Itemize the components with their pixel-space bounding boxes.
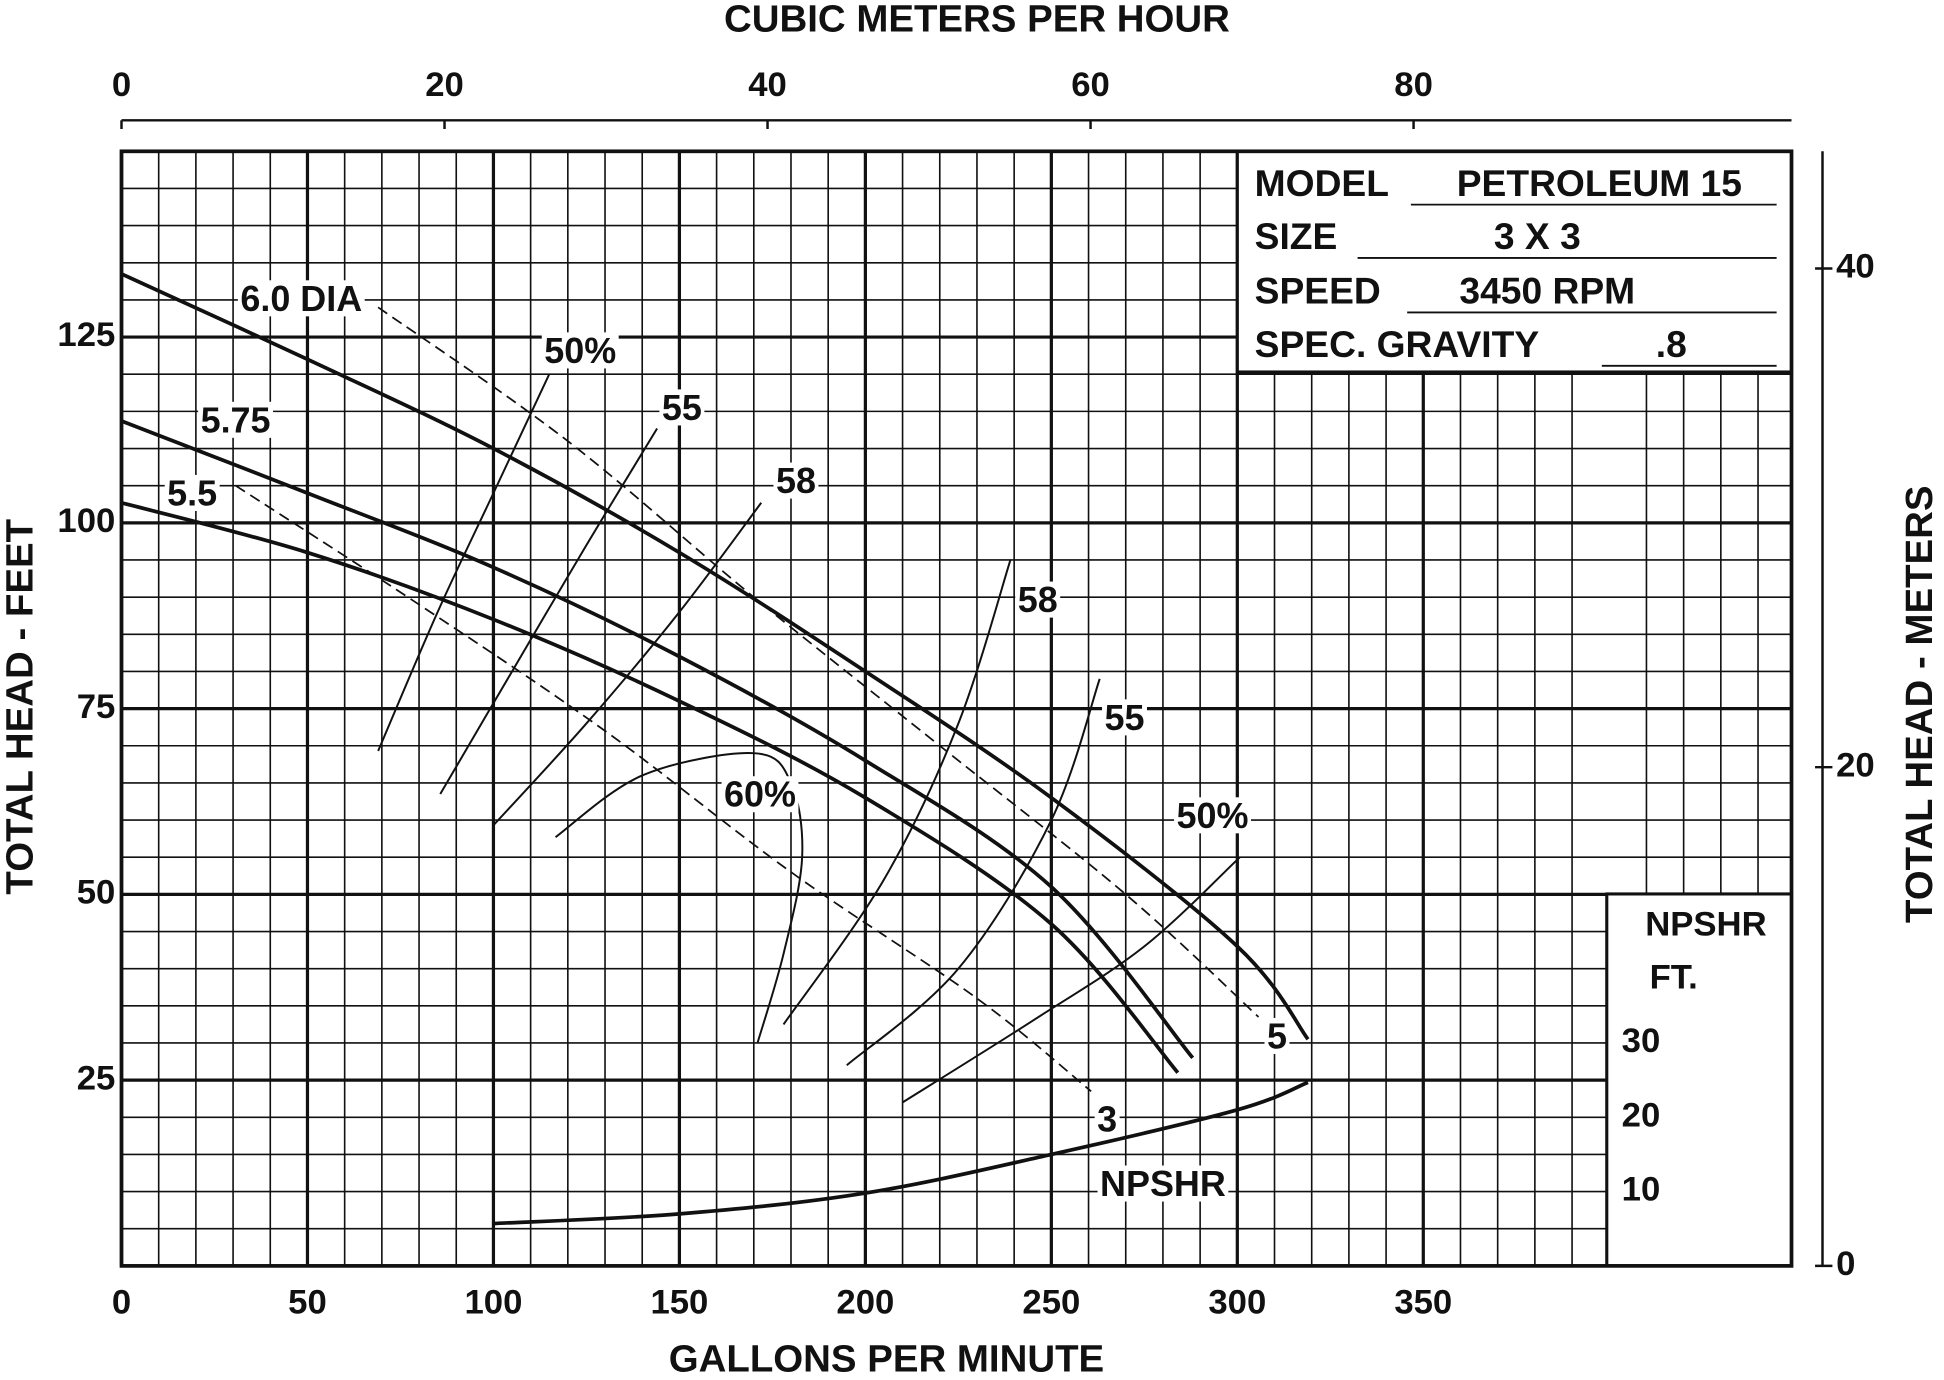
curve-label: 60% bbox=[724, 774, 796, 815]
efficiency-curve bbox=[377, 373, 551, 752]
curve-label: 58 bbox=[1018, 579, 1058, 620]
y2-tick-label: 0 bbox=[1836, 1245, 1855, 1283]
info-value: .8 bbox=[1656, 323, 1687, 365]
y-title: TOTAL HEAD - FEET bbox=[0, 518, 41, 894]
head-curve bbox=[120, 272, 1310, 1041]
info-label: SPEED bbox=[1255, 270, 1381, 312]
curves bbox=[120, 272, 1310, 1226]
x-tick-label: 50 bbox=[288, 1283, 327, 1321]
info-label: MODEL bbox=[1255, 162, 1389, 204]
label-backdrop bbox=[237, 280, 365, 317]
x-tick-label: 300 bbox=[1208, 1283, 1266, 1321]
head-curve bbox=[120, 419, 1195, 1060]
efficiency-curve bbox=[492, 502, 763, 826]
curve-label: 3 bbox=[1097, 1099, 1117, 1140]
npshr-curve bbox=[493, 1080, 1309, 1226]
efficiency-curve bbox=[782, 559, 1012, 1025]
label-backdrop bbox=[721, 776, 799, 813]
labels: 6.0 DIA 5.75 5.5 50% 55 58 60% 58 55 50% 5 3 NPSHR bbox=[164, 278, 1290, 1204]
npshr-box bbox=[1605, 892, 1794, 1268]
x2-tick-label: 20 bbox=[425, 66, 464, 104]
y-tick-label: 25 bbox=[77, 1059, 116, 1097]
x2-tick-label: 0 bbox=[112, 66, 131, 104]
label-backdrop bbox=[198, 401, 274, 438]
x-tick-label: 200 bbox=[836, 1283, 894, 1321]
hp-curve bbox=[235, 484, 1092, 1092]
label-backdrop bbox=[773, 462, 819, 499]
y-tick-label: 75 bbox=[77, 688, 116, 726]
y-tick-label: 100 bbox=[57, 502, 115, 540]
npshr-tick-label: 10 bbox=[1622, 1171, 1661, 1209]
y2-tick-label: 20 bbox=[1836, 746, 1875, 784]
curve-label: NPSHR bbox=[1100, 1163, 1226, 1204]
curve-label: 50% bbox=[1177, 795, 1249, 836]
x2-tick-label: 40 bbox=[748, 66, 787, 104]
y2-title: TOTAL HEAD - METERS bbox=[1898, 485, 1941, 923]
x2-tick-label: 80 bbox=[1394, 66, 1433, 104]
plot-border bbox=[119, 149, 1794, 1268]
y-tick-label: 50 bbox=[77, 874, 116, 912]
hp-curve bbox=[377, 306, 1260, 1018]
y-tick-label: 125 bbox=[57, 316, 115, 354]
label-backdrop bbox=[659, 389, 705, 426]
curve-label: 58 bbox=[776, 460, 816, 501]
label-backdrop bbox=[1094, 1101, 1120, 1138]
info-value: PETROLEUM 15 bbox=[1457, 162, 1742, 204]
curve-label: 55 bbox=[662, 387, 702, 428]
curve-label: 55 bbox=[1105, 697, 1145, 738]
x-tick-label: 100 bbox=[464, 1283, 522, 1321]
head-curve bbox=[121, 500, 1180, 1074]
x-tick-label: 250 bbox=[1022, 1283, 1080, 1321]
curve-label: 50% bbox=[544, 330, 616, 371]
x2-tick-label: 60 bbox=[1071, 66, 1110, 104]
efficiency-curve bbox=[902, 856, 1241, 1104]
info-label: SIZE bbox=[1255, 215, 1338, 257]
npshr-tick-label: 20 bbox=[1622, 1096, 1661, 1134]
y2-tick-label: 40 bbox=[1836, 248, 1875, 286]
npshr-title: NPSHR bbox=[1645, 905, 1766, 943]
label-backdrop bbox=[1015, 581, 1061, 618]
curve-label: 6.0 DIA bbox=[240, 278, 362, 319]
efficiency-curve bbox=[439, 427, 658, 795]
npshr-unit: FT. bbox=[1650, 959, 1698, 997]
info-value: 3 X 3 bbox=[1494, 215, 1581, 257]
efficiency-curve bbox=[846, 678, 1101, 1067]
curve-label: 5 bbox=[1267, 1016, 1287, 1057]
npshr-tick-label: 30 bbox=[1622, 1022, 1661, 1060]
label-backdrop bbox=[1264, 1017, 1290, 1055]
info-value: 3450 RPM bbox=[1459, 270, 1635, 312]
x-tick-label: 0 bbox=[112, 1283, 131, 1321]
curve-label: 5.5 bbox=[167, 472, 217, 513]
label-backdrop bbox=[541, 332, 619, 369]
info-label: SPEC. GRAVITY bbox=[1255, 323, 1540, 365]
x2-title: CUBIC METERS PER HOUR bbox=[724, 0, 1230, 40]
x-tick-label: 350 bbox=[1394, 1283, 1452, 1321]
curve-label: 5.75 bbox=[201, 399, 271, 440]
label-backdrop bbox=[1097, 1165, 1229, 1202]
x-title: GALLONS PER MINUTE bbox=[669, 1338, 1104, 1380]
label-backdrop bbox=[1174, 797, 1251, 834]
boxes bbox=[1235, 149, 1794, 1268]
x-tick-label: 150 bbox=[650, 1283, 708, 1321]
label-backdrop bbox=[164, 474, 220, 511]
label-backdrop bbox=[1102, 699, 1147, 736]
